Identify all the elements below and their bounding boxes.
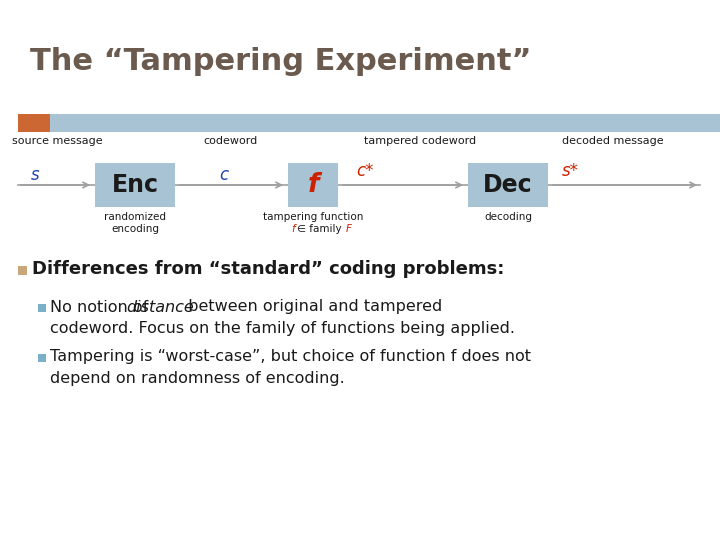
Text: encoding: encoding: [111, 224, 159, 234]
Bar: [38, 354, 46, 362]
Text: f: f: [307, 172, 319, 198]
Text: s: s: [31, 166, 40, 184]
Text: decoding: decoding: [484, 212, 532, 222]
Bar: [18, 266, 27, 274]
Text: between original and tampered: between original and tampered: [178, 300, 442, 314]
Text: codeword. Focus on the family of functions being applied.: codeword. Focus on the family of functio…: [50, 321, 515, 335]
Text: randomized: randomized: [104, 212, 166, 222]
Text: The “Tampering Experiment”: The “Tampering Experiment”: [30, 47, 531, 76]
Text: f: f: [292, 224, 295, 234]
Text: tampered codeword: tampered codeword: [364, 136, 476, 146]
Bar: [468, 163, 548, 207]
Bar: [38, 304, 46, 312]
Text: c*: c*: [356, 162, 374, 180]
Text: tampering function: tampering function: [263, 212, 363, 222]
Text: source message: source message: [12, 136, 102, 146]
Text: s*: s*: [562, 162, 579, 180]
Text: codeword: codeword: [203, 136, 257, 146]
Text: ∈ family: ∈ family: [297, 224, 341, 234]
Text: No notion of: No notion of: [50, 300, 153, 314]
Bar: [95, 163, 175, 207]
Text: distance: distance: [126, 300, 194, 314]
Text: Enc: Enc: [112, 173, 158, 197]
Text: Dec: Dec: [483, 173, 533, 197]
Text: decoded message: decoded message: [562, 136, 664, 146]
Text: c: c: [219, 166, 228, 184]
Bar: [288, 163, 338, 207]
Text: Tampering is “worst-case”, but choice of function f does not: Tampering is “worst-case”, but choice of…: [50, 349, 531, 364]
Bar: [50, 114, 720, 132]
Text: depend on randomness of encoding.: depend on randomness of encoding.: [50, 370, 345, 386]
Text: Differences from “standard” coding problems:: Differences from “standard” coding probl…: [32, 260, 505, 278]
Bar: [18, 114, 50, 132]
Text: F: F: [346, 224, 352, 234]
